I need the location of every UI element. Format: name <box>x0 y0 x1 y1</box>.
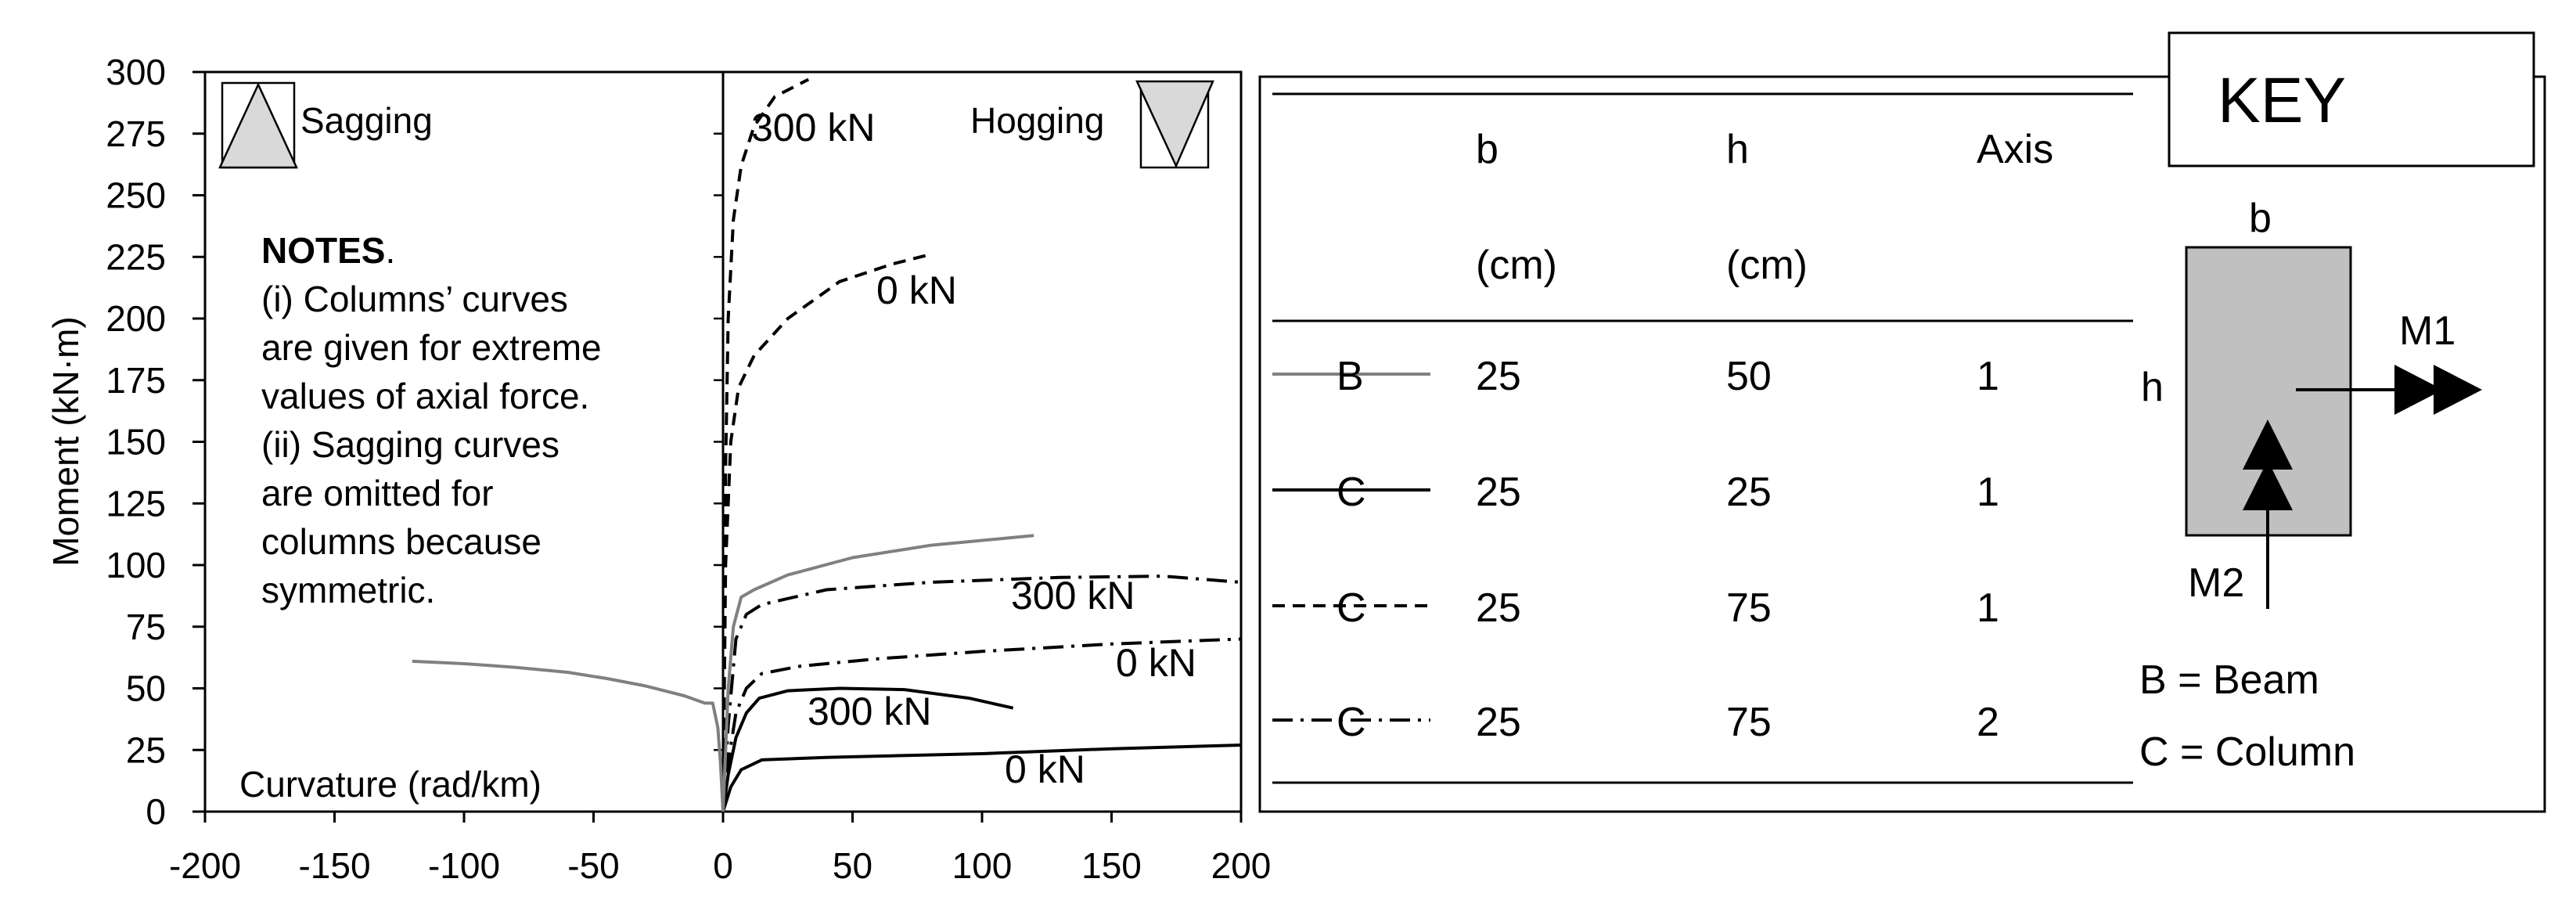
header-axis: Axis <box>1977 127 2053 172</box>
m1-arrow-icon <box>2394 365 2443 415</box>
key-row-b: 25 <box>1476 700 1521 745</box>
key-row-axis: 2 <box>1977 700 1999 745</box>
curve-label-c2-0: 0 kN <box>876 268 957 312</box>
curve-label-c1-300: 300 kN <box>808 690 931 733</box>
curve-label-c3-300: 300 kN <box>1011 574 1135 618</box>
key-frame <box>1258 75 2546 813</box>
definition-beam: B = Beam <box>2139 657 2319 703</box>
key-row-axis: 1 <box>1977 354 1999 399</box>
key-row-h: 25 <box>1726 470 1772 515</box>
definition-column: C = Column <box>2139 729 2355 775</box>
notes-heading-line: NOTES. <box>261 230 395 271</box>
notes-line: (i) Columns’ curves <box>261 279 568 319</box>
y-tick-label: 100 <box>106 545 166 585</box>
section-b-label: b <box>2249 196 2272 241</box>
y-tick-label: 300 <box>106 52 166 92</box>
header-h: h <box>1726 127 1749 172</box>
x-tick-label: -150 <box>298 845 370 886</box>
notes-line: values of axial force. <box>261 376 589 416</box>
key-row-symbol: C <box>1337 585 1366 631</box>
notes-heading-suffix: . <box>385 230 395 271</box>
series-line-b-sag <box>412 659 725 812</box>
y-axis-title: Moment (kN·m) <box>45 316 86 566</box>
key-title: KEY <box>2218 65 2346 136</box>
section-h-label: h <box>2141 365 2164 410</box>
m2-arrow-icon <box>2243 419 2293 470</box>
hogging-label: Hogging <box>970 100 1104 141</box>
key-row-axis: 1 <box>1977 585 1999 631</box>
chart-series <box>412 77 1242 812</box>
m2-label: M2 <box>2188 560 2244 606</box>
series-line-c1-0 <box>721 744 1242 812</box>
x-tick-label: 200 <box>1211 845 1272 886</box>
series-line-c3-0 <box>721 637 1242 812</box>
notes-line: symmetric. <box>261 570 435 610</box>
cross-section-diagram: b h M1 M2 <box>2141 196 2482 609</box>
y-tick-label: 225 <box>106 236 166 277</box>
notes-line: are given for extreme <box>261 327 602 368</box>
y-tick-label: 175 <box>106 360 166 401</box>
key-row-b: 25 <box>1476 585 1521 631</box>
notes-line: columns because <box>261 521 541 562</box>
header-b: b <box>1476 127 1498 172</box>
notes-block: NOTES. (i) Columns’ curves are given for… <box>261 230 602 610</box>
notes-heading: NOTES <box>261 230 385 271</box>
key-row-h: 75 <box>1726 585 1772 631</box>
m1-arrow-icon <box>2434 365 2482 415</box>
series-line-b-hog <box>721 534 1034 812</box>
key-row-b: 25 <box>1476 470 1521 515</box>
y-tick-label: 50 <box>126 668 166 709</box>
x-tick-label: -50 <box>567 845 619 886</box>
notes-line: are omitted for <box>261 473 494 513</box>
y-tick-label: 75 <box>126 607 166 647</box>
m2-arrow-icon <box>2243 460 2293 510</box>
curve-label-c2-300: 300 kN <box>751 106 875 149</box>
y-axis-ticks: 0 25 50 75 100 125 150 175 200 225 250 275 300 <box>106 52 723 832</box>
x-tick-label: -100 <box>428 845 500 886</box>
x-tick-label: 150 <box>1081 845 1142 886</box>
series-line-c1-300 <box>721 686 1014 812</box>
key-row-h: 75 <box>1726 700 1772 745</box>
x-tick-label: -200 <box>169 845 241 886</box>
sagging-symbol-icon <box>218 81 298 169</box>
sagging-label: Sagging <box>300 100 433 141</box>
key-title-box <box>2168 31 2535 167</box>
key-row-axis: 1 <box>1977 470 1999 515</box>
x-tick-label: 100 <box>952 845 1013 886</box>
key-row-h: 50 <box>1726 354 1772 399</box>
key-row-b: 25 <box>1476 354 1521 399</box>
y-tick-label: 150 <box>106 422 166 463</box>
y-tick-label: 125 <box>106 483 166 524</box>
series-line-c3-300 <box>721 574 1242 812</box>
y-tick-label: 25 <box>126 729 166 770</box>
series-line-c2-300 <box>721 77 810 812</box>
unit-b: (cm) <box>1476 243 1557 288</box>
key-row-symbol: B <box>1337 354 1364 399</box>
curve-label-c1-0: 0 kN <box>1005 747 1085 791</box>
x-tick-label: 50 <box>833 845 872 886</box>
y-tick-label: 200 <box>106 298 166 339</box>
hogging-symbol-icon <box>1135 80 1214 169</box>
x-tick-label: 0 <box>713 845 733 886</box>
x-axis-ticks: -200 -150 -100 -50 0 50 100 150 200 <box>169 812 1271 886</box>
y-tick-label: 250 <box>106 175 166 216</box>
y-tick-label: 0 <box>146 791 166 832</box>
m1-label: M1 <box>2399 308 2455 354</box>
series-line-c2-0 <box>721 253 931 812</box>
notes-line: (ii) Sagging curves <box>261 424 559 465</box>
curve-label-c3-0: 0 kN <box>1116 641 1196 685</box>
unit-h: (cm) <box>1726 243 1808 288</box>
x-axis-title: Curvature (rad/km) <box>239 764 541 805</box>
key-row-symbol: C <box>1337 470 1366 515</box>
key-row-symbol: C <box>1337 700 1366 745</box>
key-panel: KEY b h Axis (cm) (cm) B 25 50 1 C 25 25 1 C 25 75… <box>1258 31 2546 813</box>
key-rows: B 25 50 1 C 25 25 1 C 25 75 1 C 25 75 2 <box>1272 354 1999 745</box>
y-tick-label: 275 <box>106 113 166 154</box>
